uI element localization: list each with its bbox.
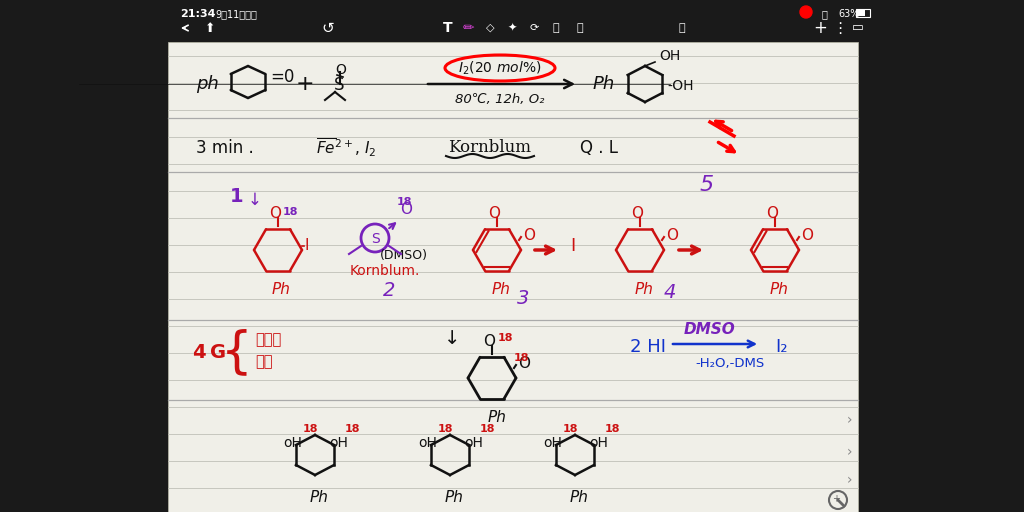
Text: $I_2(20\ mol\%)$: $I_2(20\ mol\%)$ [459,59,542,77]
Text: 18: 18 [303,424,318,434]
Text: $\overline{Fe}^{2+}$, $I_2$: $\overline{Fe}^{2+}$, $I_2$ [316,137,377,159]
Text: 18: 18 [605,424,621,434]
Circle shape [800,6,812,18]
Text: Ph: Ph [272,283,291,297]
Text: +: + [831,494,840,504]
Text: O: O [766,206,778,222]
Text: Ph: Ph [488,411,507,425]
Text: O: O [400,203,412,218]
Text: ✏: ✏ [462,21,474,35]
Text: oH: oH [283,436,302,450]
Text: 3 min .: 3 min . [196,139,254,157]
Text: Ph: Ph [593,75,615,93]
Text: Ph: Ph [310,489,329,504]
Text: ▭: ▭ [852,22,864,34]
Text: DMSO: DMSO [684,323,736,337]
Text: ph: ph [196,75,219,93]
Text: ↓: ↓ [443,329,460,348]
Text: G: G [210,343,226,361]
Text: 18: 18 [345,424,360,434]
Text: ⋮: ⋮ [833,20,848,35]
Text: 5: 5 [700,175,714,195]
Text: 18: 18 [498,333,513,343]
Text: ↓: ↓ [248,191,262,209]
Text: 18: 18 [438,424,454,434]
Text: 1: 1 [230,186,244,205]
Text: O: O [801,227,813,243]
Text: oH: oH [464,436,483,450]
Bar [856,9,870,17]
Text: Ph: Ph [492,283,511,297]
Text: -OH: -OH [667,79,693,93]
Text: 18: 18 [514,353,529,363]
Text: Ph: Ph [770,283,788,297]
Text: 4: 4 [193,343,206,361]
Text: T: T [443,21,453,35]
Text: ↺: ↺ [322,20,335,35]
Text: OH: OH [659,49,680,63]
Text: 中间体: 中间体 [255,332,282,348]
Text: oH: oH [589,436,608,450]
Text: 21:34: 21:34 [180,9,215,19]
Text: I: I [305,239,309,253]
Text: 标记: 标记 [255,354,272,370]
Text: 18: 18 [283,207,299,217]
Text: S: S [371,232,379,246]
Bar [857,10,865,16]
Text: 18: 18 [397,197,413,207]
Text: oH: oH [329,436,348,450]
Text: ⬆: ⬆ [205,22,215,34]
Text: 18: 18 [480,424,496,434]
Text: +: + [296,74,314,94]
Text: O: O [523,227,535,243]
Text: O: O [335,63,346,77]
Text: I₂: I₂ [775,338,787,356]
Text: O: O [631,206,643,222]
Text: Kornblum.: Kornblum. [350,264,421,278]
Text: O: O [518,356,530,372]
Text: 80℃, 12h, O₂: 80℃, 12h, O₂ [456,94,545,106]
Text: 4: 4 [664,283,677,302]
Text: 18: 18 [563,424,579,434]
Text: ›: › [847,445,853,459]
Text: I: I [570,237,575,255]
Text: 2: 2 [383,281,395,300]
Text: 9月11日周六: 9月11日周六 [215,9,257,19]
Text: Ph: Ph [570,489,589,504]
Text: oH: oH [418,436,437,450]
Text: ⟳: ⟳ [529,23,539,33]
Text: O: O [488,206,500,222]
Text: ◇: ◇ [485,23,495,33]
Text: (DMSO): (DMSO) [380,249,428,263]
Text: +: + [813,19,827,37]
Text: 🔍: 🔍 [577,23,584,33]
Text: O: O [666,227,678,243]
Text: ✦: ✦ [507,23,517,33]
Text: {: { [221,328,253,376]
Text: Kornblum: Kornblum [449,139,531,157]
Text: Ph: Ph [635,283,654,297]
Text: oH: oH [543,436,562,450]
Text: Ph: Ph [445,489,464,504]
Text: -H₂O,-DMS: -H₂O,-DMS [695,357,764,371]
Text: =0: =0 [270,68,294,86]
Text: 令: 令 [822,9,827,19]
Text: 63%: 63% [838,9,859,19]
Text: O: O [269,206,281,222]
Text: Q . L: Q . L [580,139,618,157]
Text: ›: › [847,473,853,487]
Text: 2 HI: 2 HI [630,338,666,356]
Text: O: O [483,334,495,350]
Bar [168,42,858,512]
Text: ›: › [847,413,853,427]
Text: 3: 3 [517,288,529,308]
Text: S: S [334,76,344,94]
Text: ⌖: ⌖ [553,23,559,33]
Text: 🎤: 🎤 [679,23,685,33]
